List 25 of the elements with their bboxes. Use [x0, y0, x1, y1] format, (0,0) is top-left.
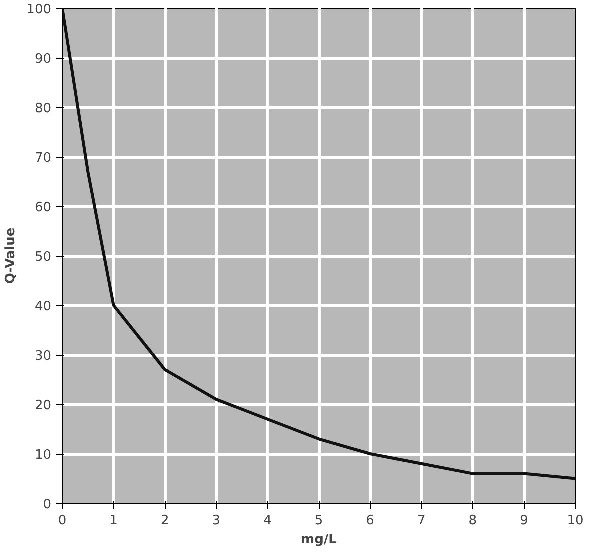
x-tick-label: 3 [212, 514, 221, 528]
x-tick-label: 10 [567, 514, 584, 528]
x-tick-label: 2 [160, 514, 170, 528]
y-tick-label: 20 [34, 398, 52, 414]
y-tick-label: 70 [34, 151, 52, 166]
y-tick-label: 10 [34, 448, 52, 463]
y-tick-label: 100 [26, 2, 52, 18]
x-tick-label: 7 [417, 514, 426, 528]
y-tick-label: 0 [43, 498, 52, 512]
y-tick-label: 80 [34, 102, 52, 116]
x-tick-label: 6 [366, 514, 374, 528]
line-series [62, 8, 576, 480]
x-tick-label: 1 [110, 514, 118, 528]
x-tick-label: 8 [468, 514, 478, 528]
y-tick-label: 60 [34, 200, 52, 216]
x-tick-label: 0 [58, 514, 67, 528]
y-tick-label: 30 [34, 349, 52, 364]
y-tick-label: 90 [34, 52, 52, 67]
y-axis-title: Q-Value [4, 228, 19, 284]
x-tick-label: 4 [264, 514, 272, 528]
x-tick-label: 9 [520, 514, 528, 528]
y-tick-label: 50 [34, 250, 52, 265]
x-tick-label: 5 [314, 514, 324, 528]
y-tick-label: 40 [34, 300, 52, 314]
x-axis-title: mg/L [301, 532, 337, 548]
